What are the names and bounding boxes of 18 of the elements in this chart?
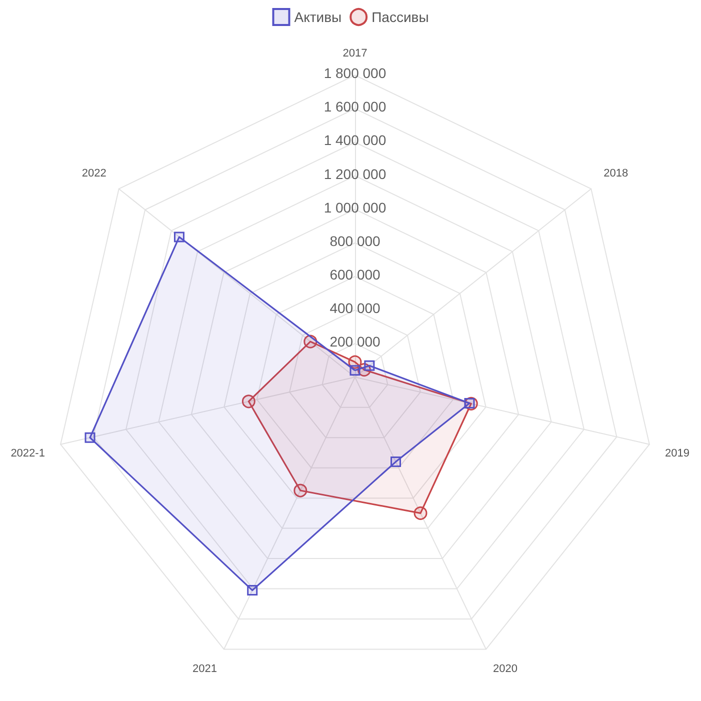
y-tick-label: 800 000: [330, 232, 380, 249]
y-tick-label: 600 000: [330, 266, 380, 282]
spoke-label: 2020: [492, 663, 518, 676]
spoke-label: 2018: [604, 167, 628, 180]
spoke-label: 2022-1: [10, 447, 45, 460]
y-tick-label: 200 000: [330, 334, 380, 350]
y-tick-label: 400 000: [330, 300, 380, 316]
spoke-label: 2022: [82, 167, 106, 180]
legend-label: Пассивы: [372, 9, 429, 25]
y-tick-label: 1 200 000: [324, 166, 386, 182]
spoke-label: 2019: [665, 447, 690, 460]
y-tick-label: 1 000 000: [324, 199, 386, 216]
legend-label: Активы: [294, 9, 342, 25]
y-tick-label: 1 800 000: [324, 65, 386, 82]
y-tick-label: 1 400 000: [324, 132, 386, 148]
y-tick-label: 1 600 000: [324, 98, 386, 115]
spoke-label: 2021: [192, 663, 218, 676]
spoke-label: 2017: [342, 48, 368, 60]
